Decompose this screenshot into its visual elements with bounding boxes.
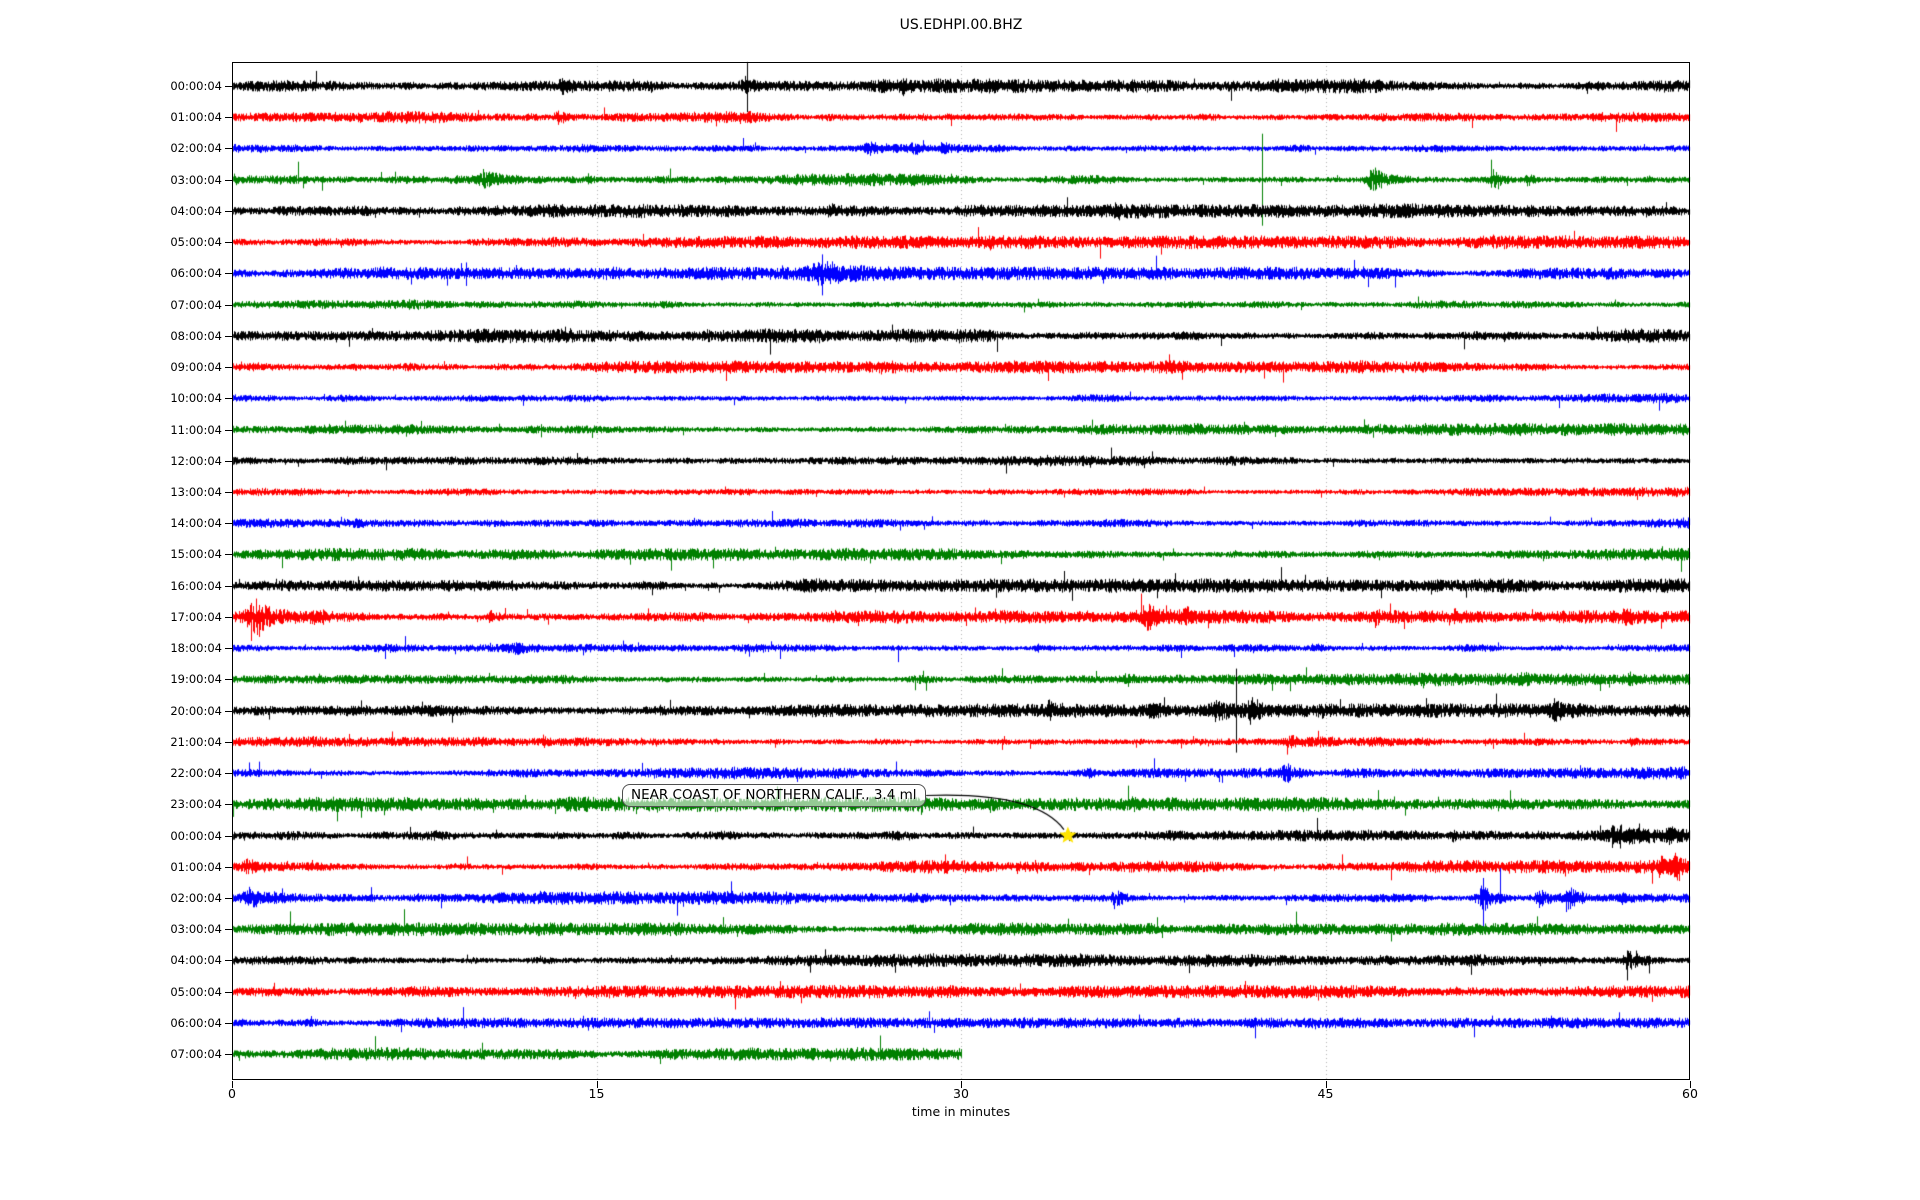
row-time-label: 17:00:04 — [170, 609, 222, 624]
y-tick — [225, 804, 232, 806]
row-time-label: 00:00:04 — [170, 828, 222, 843]
y-tick — [225, 741, 232, 743]
event-annotation: NEAR COAST OF NORTHERN CALIF., 3.4 ml — [622, 784, 926, 807]
y-tick — [225, 179, 232, 181]
row-time-label: 03:00:04 — [170, 922, 222, 937]
x-tick-label: 60 — [1682, 1086, 1698, 1101]
y-tick — [225, 1054, 232, 1056]
y-tick — [225, 210, 232, 212]
row-time-label: 05:00:04 — [170, 235, 222, 250]
row-time-label: 02:00:04 — [170, 890, 222, 905]
y-tick — [225, 585, 232, 587]
y-tick — [225, 866, 232, 868]
row-time-label: 04:00:04 — [170, 953, 222, 968]
y-tick — [225, 523, 232, 525]
row-time-label: 20:00:04 — [170, 703, 222, 718]
y-tick — [225, 616, 232, 618]
y-tick — [225, 679, 232, 681]
x-tick — [961, 1081, 962, 1088]
figure-title: US.EDHPI.00.BHZ — [899, 17, 1023, 33]
row-time-label: 23:00:04 — [170, 797, 222, 812]
y-tick — [225, 242, 232, 244]
x-tick — [1690, 1081, 1691, 1088]
x-tick — [1325, 1081, 1327, 1088]
row-time-label: 01:00:04 — [170, 859, 222, 874]
x-tick — [596, 1081, 598, 1088]
row-time-label: 09:00:04 — [170, 360, 222, 375]
y-tick — [225, 773, 232, 775]
row-time-label: 11:00:04 — [170, 422, 222, 437]
row-time-label: 00:00:04 — [170, 79, 222, 93]
y-tick — [225, 117, 232, 119]
row-time-label: 13:00:04 — [170, 484, 222, 499]
row-time-label: 06:00:04 — [170, 1015, 222, 1030]
row-time-label: 02:00:04 — [170, 141, 222, 156]
row-time-label: 14:00:04 — [170, 516, 222, 531]
y-tick — [225, 648, 232, 650]
y-tick — [225, 335, 232, 337]
row-time-label: 06:00:04 — [170, 266, 222, 281]
row-time-label: 05:00:04 — [170, 984, 222, 999]
y-tick — [225, 710, 232, 712]
y-tick — [225, 148, 232, 150]
y-tick — [225, 460, 232, 462]
row-time-label: 16:00:04 — [170, 578, 222, 593]
row-time-label: 18:00:04 — [170, 641, 222, 656]
row-time-label: 07:00:04 — [170, 1047, 222, 1062]
y-tick — [225, 273, 232, 275]
x-tick — [232, 1081, 233, 1088]
x-tick-label: 15 — [588, 1086, 605, 1101]
row-time-label: 22:00:04 — [170, 766, 222, 781]
row-time-label: 04:00:04 — [170, 203, 222, 218]
x-tick-label: 45 — [1317, 1086, 1334, 1101]
y-tick — [225, 835, 232, 837]
y-tick — [225, 86, 232, 87]
y-tick — [225, 897, 232, 899]
row-time-label: 19:00:04 — [170, 672, 222, 687]
y-tick — [225, 1022, 232, 1024]
row-time-label: 10:00:04 — [170, 391, 222, 406]
y-tick — [225, 398, 232, 400]
y-tick — [225, 429, 232, 431]
x-axis-title: time in minutes — [911, 1104, 1011, 1119]
plot-border — [232, 62, 1690, 1080]
row-time-label: 01:00:04 — [170, 110, 222, 125]
row-time-label: 15:00:04 — [170, 547, 222, 562]
row-time-label: 08:00:04 — [170, 328, 222, 343]
row-time-label: 03:00:04 — [170, 172, 222, 187]
y-tick — [225, 304, 232, 306]
y-tick — [225, 929, 232, 931]
x-tick-label: 0 — [228, 1086, 236, 1101]
row-time-label: 07:00:04 — [170, 297, 222, 312]
row-time-label: 12:00:04 — [170, 453, 222, 468]
y-tick — [225, 367, 232, 369]
row-time-label: 21:00:04 — [170, 734, 222, 749]
y-tick — [225, 491, 232, 493]
y-tick — [225, 991, 232, 993]
y-tick — [225, 960, 232, 962]
x-tick-label: 30 — [953, 1086, 969, 1101]
y-tick — [225, 554, 232, 556]
